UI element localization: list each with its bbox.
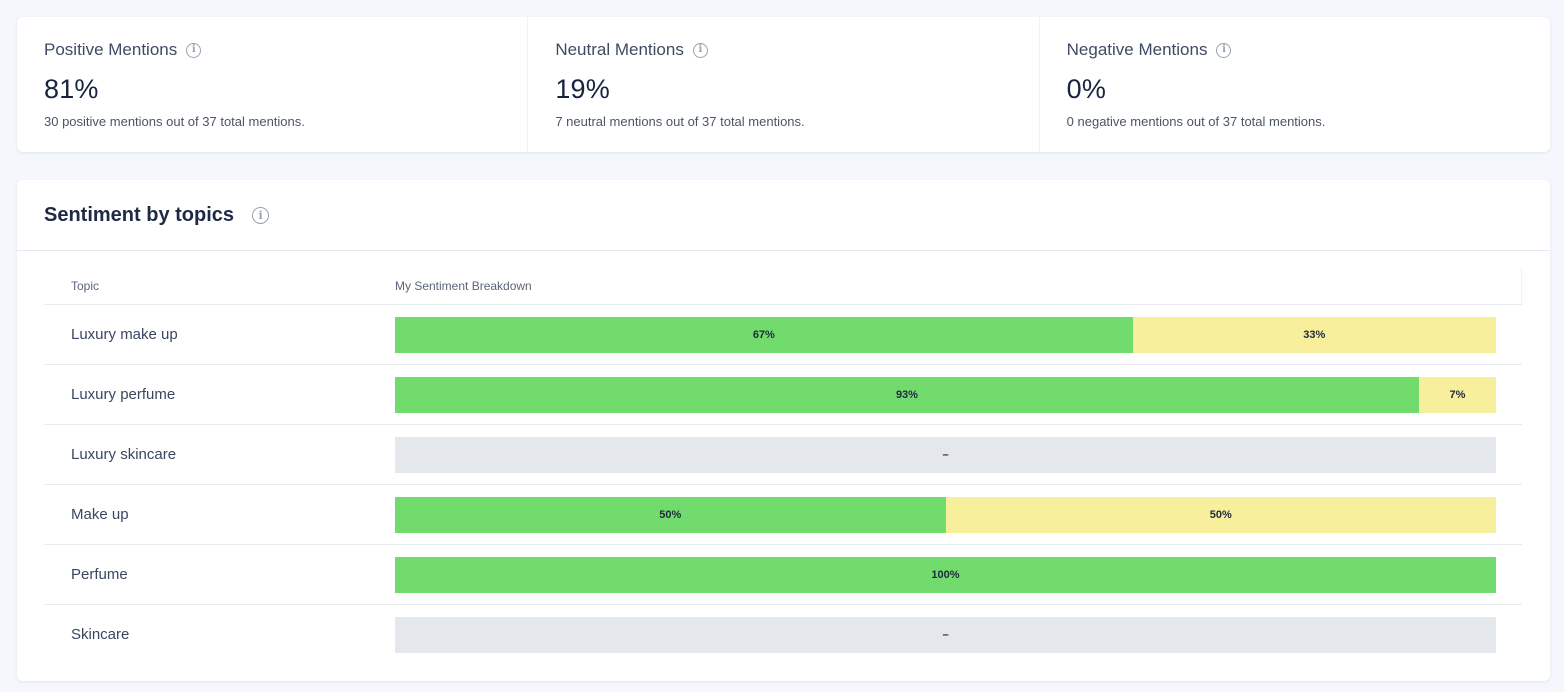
column-header-topic: Topic (71, 279, 100, 293)
topic-label: Luxury make up (71, 326, 178, 343)
topic-label: Perfume (71, 566, 128, 583)
kpi-title: Neutral Mentions (555, 40, 684, 59)
positive-segment: 50% (395, 496, 946, 533)
neutral-segment: 50% (945, 496, 1496, 533)
table-row: Perfume 100% (44, 545, 1522, 605)
kpi-title: Positive Mentions (44, 40, 178, 59)
sentiment-by-topics-panel: Sentiment by topics i Topic My Sentiment… (17, 180, 1550, 681)
table-row: Luxury perfume 93% 7% (44, 365, 1522, 425)
topic-label: Luxury perfume (71, 386, 176, 403)
table-row: Skincare – (44, 605, 1522, 664)
info-circle-icon[interactable]: i (1216, 42, 1232, 58)
topic-label: Skincare (71, 626, 130, 643)
sentiment-bar[interactable]: – (395, 616, 1496, 653)
sentiment-bar[interactable]: 100% (395, 556, 1496, 593)
table-header: Topic My Sentiment Breakdown (44, 268, 1522, 305)
kpi-title: Negative Mentions (1066, 40, 1208, 59)
topics-table: Topic My Sentiment Breakdown Luxury make… (44, 268, 1522, 664)
kpi-value: 81% (44, 74, 99, 104)
info-circle-icon[interactable]: i (186, 42, 202, 58)
kpi-cards: Positive Mentions i 81% 30 positive ment… (17, 17, 1550, 152)
kpi-neutral: Neutral Mentions i 19% 7 neutral mention… (527, 17, 1038, 152)
kpi-subtitle: 7 neutral mentions out of 37 total menti… (555, 114, 805, 129)
neutral-segment: 7% (1418, 376, 1496, 413)
neutral-segment: 33% (1132, 316, 1496, 353)
table-row: Luxury make up 67% 33% (44, 305, 1522, 365)
table-row: Make up 50% 50% (44, 485, 1522, 545)
sentiment-bar[interactable]: 93% 7% (395, 376, 1496, 413)
column-header-breakdown: My Sentiment Breakdown (395, 279, 532, 293)
no-data-segment: – (395, 616, 1496, 653)
no-data-segment: – (395, 436, 1496, 473)
kpi-subtitle: 0 negative mentions out of 37 total ment… (1066, 114, 1326, 129)
positive-segment: 100% (395, 556, 1496, 593)
positive-segment: 93% (395, 376, 1419, 413)
panel-header: Sentiment by topics i (17, 180, 1550, 251)
info-circle-icon[interactable]: i (692, 42, 708, 58)
table-row: Luxury skincare – (44, 425, 1522, 485)
kpi-positive: Positive Mentions i 81% 30 positive ment… (17, 17, 527, 152)
info-circle-icon[interactable]: i (252, 206, 270, 224)
sentiment-bar[interactable]: 50% 50% (395, 496, 1496, 533)
sentiment-bar[interactable]: 67% 33% (395, 316, 1496, 353)
panel-title: Sentiment by topics (44, 203, 235, 226)
kpi-negative: Negative Mentions i 0% 0 negative mentio… (1038, 17, 1550, 152)
kpi-subtitle: 30 positive mentions out of 37 total men… (44, 114, 305, 129)
table-body: Luxury make up 67% 33% Luxury perfume 93% 7% L… (44, 305, 1522, 664)
sentiment-bar[interactable]: – (395, 436, 1496, 473)
kpi-value: 19% (555, 74, 610, 104)
topic-label: Luxury skincare (71, 446, 177, 463)
positive-segment: 67% (395, 316, 1133, 353)
kpi-value: 0% (1066, 74, 1107, 104)
topic-label: Make up (71, 506, 129, 523)
